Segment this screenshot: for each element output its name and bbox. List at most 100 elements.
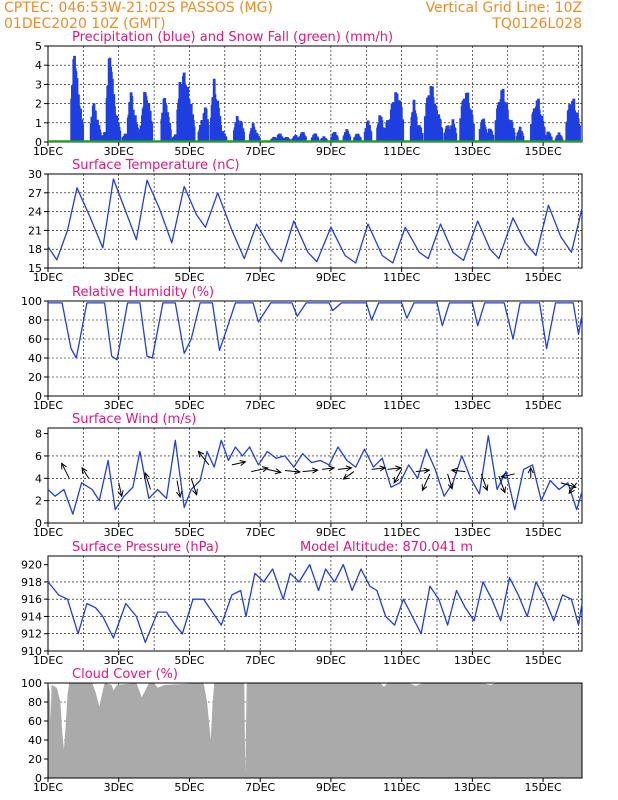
wind-arrow [501, 473, 515, 478]
wind-arrow [190, 478, 198, 495]
cloud-cover-area [48, 683, 582, 778]
precip-bar [304, 136, 307, 142]
precip-bar [369, 131, 373, 142]
y-tick-label: 60 [28, 715, 42, 728]
wind-arrow-head [61, 462, 67, 470]
wind-arrow [447, 473, 453, 489]
wind-arrow-head [328, 465, 336, 472]
wind-arrow-head [294, 468, 302, 475]
x-tick-label: 15DEC [525, 399, 562, 412]
x-tick-label: 13DEC [454, 781, 491, 794]
x-tick-label: 11DEC [383, 145, 420, 158]
precip-bar [206, 124, 210, 142]
y-tick-label: 20 [28, 371, 42, 384]
wind-arrow-head [239, 460, 247, 466]
x-tick-label: 3DEC [104, 145, 134, 158]
x-tick-label: 13DEC [454, 654, 491, 667]
wind-arrow-head [568, 487, 575, 495]
x-tick-label: 5DEC [174, 526, 204, 539]
y-tick-label: 0 [35, 390, 42, 403]
panel-temperature: 15 18 21 24 27 30 1DEC 3DEC 5DEC 7DEC 9DEC 11DEC 13D… [28, 158, 583, 284]
y-tick-label: 916 [21, 593, 42, 606]
wind-arrow-head [482, 484, 489, 492]
x-tick-label: 1DEC [33, 399, 63, 412]
precip-bar [335, 136, 339, 142]
y-tick-label: 2 [35, 495, 42, 508]
y-tick-label: 80 [28, 314, 42, 327]
x-tick-label: 5DEC [174, 654, 204, 667]
precip-bar [454, 133, 458, 142]
precip-bar [281, 137, 284, 142]
wind-arrow-head [500, 486, 506, 494]
precip-bar [484, 129, 488, 142]
y-tick-label: 918 [21, 576, 42, 589]
panel-frame [47, 555, 583, 652]
model-id: TQ0126L028 [492, 16, 582, 32]
x-tick-label: 7DEC [245, 654, 275, 667]
wind-arrow-head [117, 490, 124, 498]
y-tick-label: 40 [28, 352, 42, 365]
header-right: Vertical Grid Line: 10Z TQ0126L028 [426, 0, 582, 32]
grid-line-info: Vertical Grid Line: 10Z [425, 0, 582, 16]
panel-title: Relative Humidity (%) [72, 285, 214, 300]
panel-title: Cloud Cover (%) [72, 667, 178, 682]
y-tick-label: 5 [35, 40, 42, 53]
y-tick-label: 3 [35, 78, 42, 91]
y-tick-label: 6 [35, 450, 42, 463]
wind-arrow [81, 467, 90, 479]
wind-arrow [415, 469, 430, 473]
wind-arrow [498, 475, 506, 493]
wind-arrow-head [569, 482, 577, 489]
x-tick-label: 5DEC [174, 399, 204, 412]
x-tick-label: 3DEC [104, 781, 134, 794]
y-tick-label: 27 [28, 187, 42, 200]
wind-arrow-head [311, 467, 319, 474]
y-tick-label: 100 [21, 677, 42, 690]
wind-arrow [568, 482, 578, 494]
precip-bar [192, 126, 196, 142]
wind-arrow-head [500, 472, 508, 479]
wind-arrow [61, 463, 70, 479]
x-tick-label: 11DEC [383, 399, 420, 412]
x-tick-label: 9DEC [316, 399, 346, 412]
x-tick-label: 5DEC [174, 781, 204, 794]
y-tick-label: 60 [28, 333, 42, 346]
header-left: CPTEC: 046:53W-21:02S PASSOS (MG) 01DEC2… [4, 0, 273, 32]
precip-bar [348, 136, 352, 142]
y-tick-label: 18 [28, 243, 42, 256]
x-tick-label: 3DEC [104, 271, 134, 284]
x-tick-label: 1DEC [33, 526, 63, 539]
wind-arrow [337, 467, 352, 470]
x-tick-label: 7DEC [245, 781, 275, 794]
precip-bar [242, 131, 245, 142]
wind-arrow-head [261, 466, 269, 473]
x-tick-label: 9DEC [316, 271, 346, 284]
wind-arrow [144, 472, 152, 490]
x-tick-label: 7DEC [245, 271, 275, 284]
wind-arrow-head [197, 450, 205, 458]
panel-frame-top [47, 682, 583, 779]
precip-bar [316, 137, 320, 142]
wind-arrow [480, 473, 488, 491]
precip-bar [358, 137, 362, 142]
precip-bar [420, 133, 424, 142]
wind-arrow-head [192, 488, 198, 496]
wind-arrow-head [450, 467, 458, 474]
wind-arrow [267, 468, 281, 473]
wind-arrow-head [81, 466, 88, 474]
series-line-temperature [47, 178, 583, 264]
x-tick-label: 7DEC [245, 526, 275, 539]
y-tick-label: 24 [28, 206, 42, 219]
y-tick-label: 920 [21, 559, 42, 572]
x-tick-label: 15DEC [525, 526, 562, 539]
wind-arrow-head [393, 476, 400, 484]
y-tick-label: 0 [35, 136, 42, 149]
x-tick-label: 5DEC [174, 145, 204, 158]
y-tick-label: 1 [35, 117, 42, 130]
x-tick-label: 15DEC [525, 145, 562, 158]
x-tick-label: 9DEC [316, 654, 346, 667]
wind-arrow-head [527, 466, 534, 474]
precip-bar [81, 124, 85, 142]
x-tick-label: 11DEC [383, 271, 420, 284]
wind-arrow-head [423, 467, 431, 474]
